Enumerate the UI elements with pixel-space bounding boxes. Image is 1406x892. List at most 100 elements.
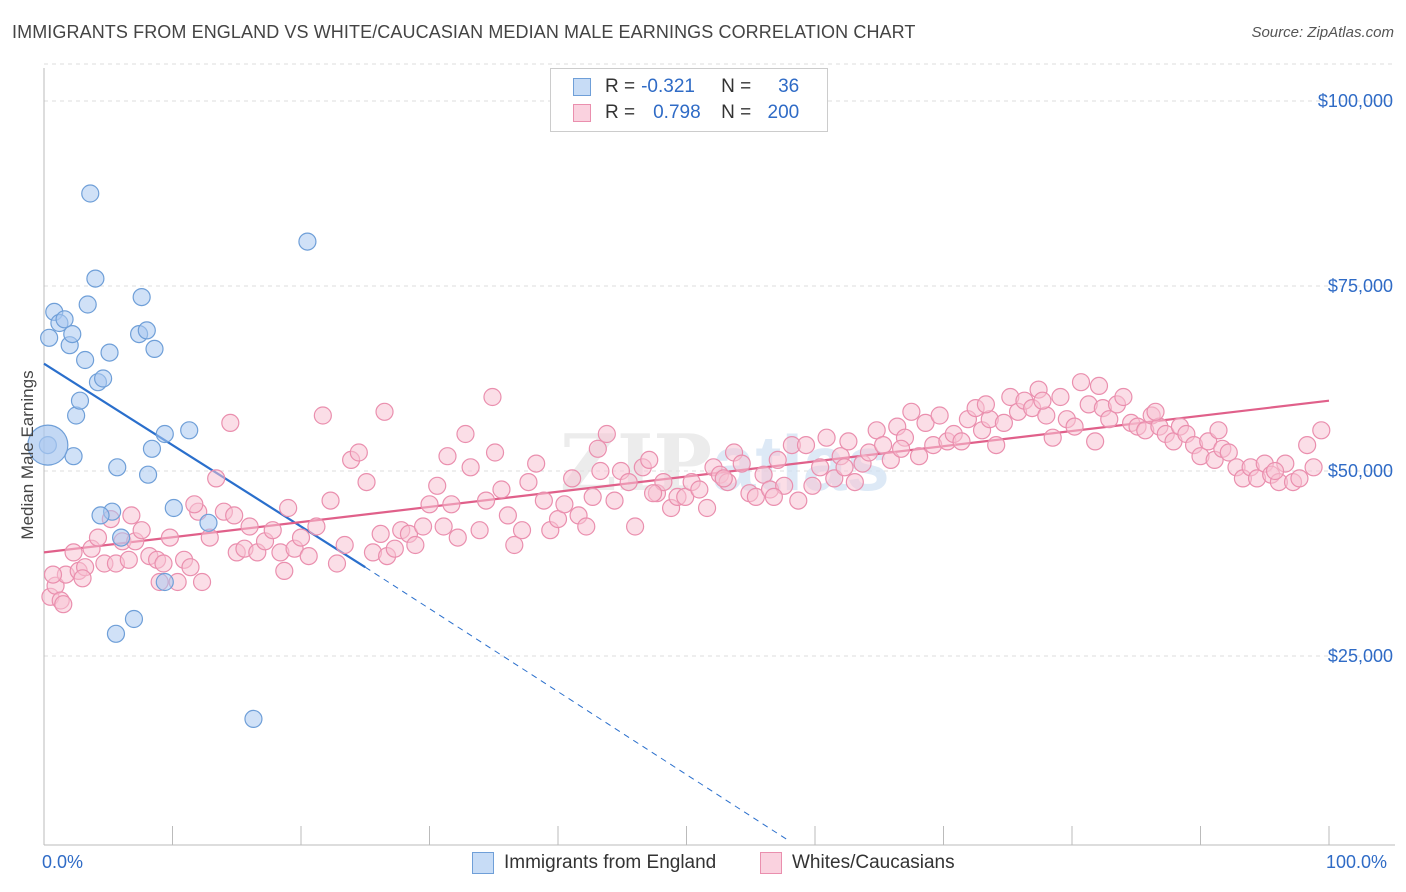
data-point-pink bbox=[1304, 458, 1323, 477]
legend-swatch-pink bbox=[573, 104, 591, 122]
data-point-pink bbox=[442, 495, 461, 514]
data-point-pink bbox=[160, 528, 180, 547]
data-point-pink bbox=[240, 517, 259, 536]
data-point-pink bbox=[1114, 387, 1133, 407]
data-point-blue bbox=[78, 295, 97, 314]
data-point-pink bbox=[291, 528, 311, 547]
legend-item-immigrants-from-england: Immigrants from England bbox=[472, 852, 716, 874]
data-point-blue-large bbox=[27, 424, 69, 466]
data-point-pink bbox=[555, 495, 574, 514]
data-point-pink bbox=[207, 469, 226, 488]
data-point-blue bbox=[94, 369, 113, 388]
data-point-blue bbox=[164, 498, 183, 518]
data-point-pink bbox=[428, 476, 447, 495]
data-point-pink bbox=[221, 413, 240, 432]
data-point-pink bbox=[764, 487, 783, 506]
data-point-pink bbox=[796, 436, 816, 455]
x-axis-max-label: 100.0% bbox=[1326, 852, 1388, 872]
data-point-pink bbox=[375, 402, 394, 421]
data-point-pink bbox=[64, 543, 83, 562]
data-point-pink bbox=[88, 528, 108, 547]
data-point-pink bbox=[483, 387, 502, 407]
data-point-pink bbox=[1089, 376, 1109, 395]
data-point-pink bbox=[994, 413, 1013, 432]
data-point-blue bbox=[155, 572, 174, 592]
data-point-pink bbox=[420, 495, 439, 514]
legend-n-label: N = bbox=[721, 76, 752, 97]
data-point-pink bbox=[775, 476, 794, 495]
data-point-blue bbox=[91, 506, 110, 525]
data-point-pink bbox=[327, 554, 347, 573]
data-point-blue bbox=[86, 269, 105, 288]
data-point-pink bbox=[583, 487, 602, 506]
data-point-blue bbox=[81, 184, 100, 203]
data-point-pink bbox=[619, 473, 638, 492]
data-point-pink bbox=[732, 454, 751, 473]
data-point-pink bbox=[605, 491, 624, 510]
data-point-pink bbox=[185, 495, 204, 514]
data-point-pink bbox=[371, 524, 390, 544]
data-point-blue bbox=[106, 624, 126, 643]
legend-row-pink: R = 0.798 N = 200 bbox=[573, 101, 799, 125]
data-point-pink bbox=[225, 506, 244, 525]
legend-n-value: 200 bbox=[767, 102, 800, 123]
data-point-blue bbox=[40, 328, 59, 347]
data-point-pink bbox=[881, 450, 900, 469]
data-point-blue bbox=[100, 343, 119, 362]
data-point-pink bbox=[1298, 436, 1317, 455]
data-point-blue bbox=[132, 288, 151, 307]
data-point-pink bbox=[313, 406, 332, 425]
data-point-pink bbox=[307, 517, 326, 536]
data-point-pink bbox=[1146, 402, 1165, 421]
data-point-blue bbox=[244, 709, 263, 729]
data-point-pink bbox=[817, 428, 836, 447]
data-point-pink bbox=[597, 424, 616, 444]
data-point-blue bbox=[155, 424, 174, 444]
legend-n-label: N = bbox=[721, 102, 752, 123]
data-point-pink bbox=[952, 432, 971, 451]
data-point-pink bbox=[789, 491, 808, 510]
data-point-pink bbox=[845, 473, 864, 492]
data-point-pink bbox=[434, 517, 453, 536]
data-point-pink bbox=[1051, 387, 1070, 407]
data-point-pink bbox=[456, 424, 475, 444]
data-point-pink bbox=[902, 402, 921, 421]
data-point-pink bbox=[1312, 421, 1331, 440]
data-point-pink bbox=[588, 439, 607, 458]
data-point-pink bbox=[275, 561, 294, 581]
data-point-pink bbox=[438, 447, 457, 466]
data-point-pink bbox=[349, 443, 368, 462]
y-tick-labels: $25,000 $50,000 $75,000 $100,000 bbox=[1318, 91, 1393, 666]
series-immigrants-from-england bbox=[27, 184, 317, 729]
data-point-pink bbox=[492, 480, 511, 499]
data-point-pink bbox=[299, 546, 318, 566]
data-point-pink bbox=[859, 443, 879, 462]
data-point-pink bbox=[839, 432, 858, 451]
data-point-pink bbox=[1065, 417, 1084, 436]
data-point-pink bbox=[654, 473, 673, 492]
data-point-pink bbox=[577, 517, 596, 536]
data-point-pink bbox=[825, 469, 844, 488]
data-point-pink bbox=[470, 521, 489, 540]
legend-r-label: R = bbox=[605, 76, 636, 97]
data-point-pink bbox=[485, 443, 505, 462]
data-point-pink bbox=[909, 447, 929, 466]
data-point-blue bbox=[76, 350, 95, 370]
data-point-blue bbox=[111, 528, 131, 547]
data-point-pink bbox=[54, 595, 73, 614]
data-point-pink bbox=[591, 461, 610, 481]
y-tick-label: $75,000 bbox=[1328, 276, 1393, 296]
data-point-blue bbox=[124, 609, 144, 629]
grid-lines bbox=[44, 63, 1395, 657]
y-tick-label: $100,000 bbox=[1318, 91, 1393, 111]
data-point-pink bbox=[119, 550, 138, 569]
data-point-pink bbox=[1043, 428, 1062, 447]
data-point-blue bbox=[180, 421, 199, 440]
data-point-blue bbox=[138, 465, 158, 484]
series-whites-caucasians bbox=[41, 373, 1331, 614]
data-point-pink bbox=[534, 491, 553, 510]
legend-label: Whites/Caucasians bbox=[792, 852, 955, 873]
data-point-pink bbox=[768, 450, 787, 469]
data-point-pink bbox=[192, 572, 212, 592]
